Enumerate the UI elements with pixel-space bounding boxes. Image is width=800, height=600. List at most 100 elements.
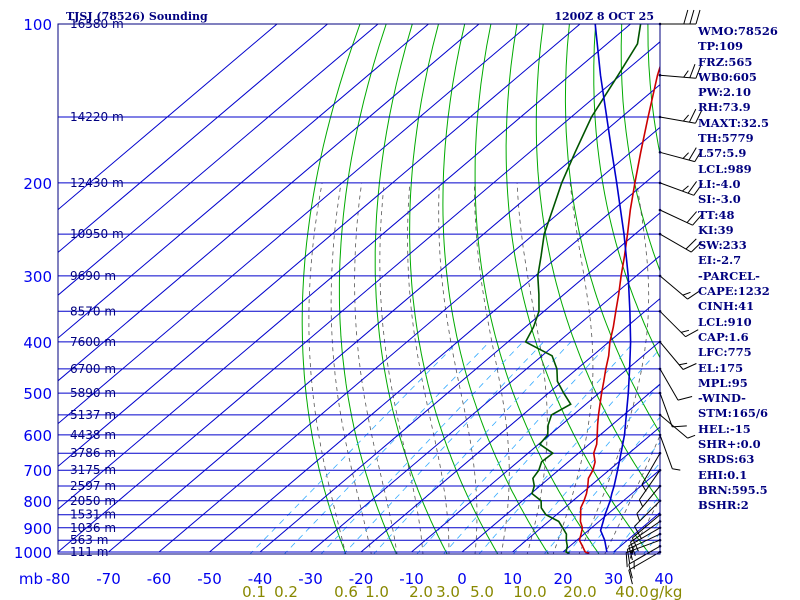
mixing-ratio-label: 2.0	[409, 583, 433, 600]
height-label: 1036 m	[70, 521, 116, 535]
isotherm	[209, 169, 660, 553]
index-item: PW:2.10	[698, 85, 752, 100]
index-item: STM:165/6	[698, 406, 769, 421]
wind-barb	[658, 232, 702, 253]
barb-staff	[659, 392, 673, 428]
isotherm	[512, 426, 660, 553]
moist-adiabat	[354, 182, 398, 554]
pressure-label: 400	[23, 334, 52, 352]
height-label: 14220 m	[70, 110, 124, 124]
index-item: SHR+:0.0	[698, 437, 761, 452]
height-label: 2597 m	[70, 479, 116, 493]
pressure-label: 700	[23, 462, 52, 480]
pressure-label: 800	[23, 493, 52, 511]
index-item: WB0:605	[698, 69, 757, 84]
isotherm	[58, 24, 278, 211]
barb-staff	[659, 434, 673, 469]
mixing-ratio-line	[320, 341, 524, 554]
mixing-ratio-label: 0.1	[242, 583, 266, 600]
barb-flag	[690, 241, 702, 253]
barb-flag	[695, 109, 703, 124]
temperature-label: -70	[96, 570, 121, 588]
barb-flag	[626, 549, 631, 564]
barb-flag	[688, 147, 697, 161]
mixing-ratio-label: 5.0	[470, 583, 494, 600]
index-item: TP:109	[698, 39, 744, 54]
profile-curves	[524, 24, 660, 554]
pressure-unit-label: mb	[19, 570, 43, 588]
barb-flag	[683, 9, 689, 25]
index-item: EHI:0.1	[698, 467, 748, 482]
barb-staff	[632, 514, 661, 539]
height-label: 8570 m	[70, 304, 116, 318]
barb-flag	[687, 290, 700, 300]
mixing-ratio-label: 0.6	[334, 583, 358, 600]
parcel-curve	[594, 24, 632, 553]
isotherm	[58, 24, 429, 339]
barb-flag	[686, 211, 697, 223]
isotherm	[158, 126, 660, 553]
mixing-ratio-line	[512, 383, 660, 554]
pressure-label: 600	[23, 427, 52, 445]
isotherm	[58, 24, 379, 296]
barb-flag	[687, 181, 698, 194]
barb-flag	[681, 185, 689, 192]
barb-staff	[634, 500, 661, 527]
height-label: 563 m	[70, 533, 108, 547]
index-item: MPL:95	[698, 375, 748, 390]
index-item: -PARCEL-	[698, 268, 760, 283]
height-label: 3786 m	[70, 446, 116, 460]
barb-staff	[628, 527, 661, 547]
temperature-curve	[578, 64, 660, 554]
mixing-ratio-line	[543, 416, 660, 554]
barb-flag	[672, 425, 687, 428]
index-item: SW:233	[698, 238, 747, 253]
barb-flag	[682, 152, 689, 159]
barb-flag	[694, 148, 703, 162]
height-label: 7600 m	[70, 335, 116, 349]
wind-barb	[636, 484, 662, 522]
barb-staff	[659, 209, 693, 226]
height-label: 4438 m	[70, 428, 116, 442]
barb-staff	[630, 520, 661, 543]
height-label: 2050 m	[70, 494, 116, 508]
index-item: BRN:595.5	[698, 482, 768, 497]
index-item: HEL:-15	[698, 421, 751, 436]
barb-staff	[638, 469, 661, 500]
temperature-label: 20	[553, 570, 572, 588]
height-label: 5890 m	[70, 386, 116, 400]
mixing-ratio-line	[373, 341, 572, 554]
barb-flag	[685, 238, 697, 250]
wind-barb	[631, 513, 662, 552]
mixing-ratio-line	[443, 341, 635, 554]
barb-flag	[695, 64, 702, 79]
temperature-label: -50	[197, 570, 222, 588]
pressure-label: 1000	[14, 544, 52, 562]
moist-adiabat	[308, 182, 347, 554]
wind-barb	[658, 108, 703, 124]
pressure-label: 500	[23, 385, 52, 403]
moist-adiabat	[379, 182, 424, 554]
isotherm	[58, 24, 480, 382]
index-item: LI:-4.0	[698, 176, 741, 191]
barb-flag	[683, 114, 689, 122]
mixing-ratio-line	[249, 341, 459, 554]
wind-barb	[658, 208, 703, 226]
isotherm	[310, 255, 660, 553]
barb-flag	[672, 468, 681, 471]
isotherm	[58, 24, 328, 254]
barb-flag	[689, 9, 695, 25]
index-item: CAP:1.6	[698, 329, 749, 344]
moist-adiabat	[407, 182, 450, 554]
moist-adiabat	[516, 182, 548, 554]
barb-flag	[693, 183, 703, 196]
mixing-ratio-label: 0.2	[274, 583, 298, 600]
mixing-ratio-label: 40.0	[615, 583, 648, 600]
barb-flag	[682, 363, 697, 370]
height-label: 111 m	[70, 545, 108, 559]
barb-flag	[628, 564, 633, 579]
index-item: -WIND-	[698, 391, 746, 406]
index-item: BSHR:2	[698, 498, 749, 513]
